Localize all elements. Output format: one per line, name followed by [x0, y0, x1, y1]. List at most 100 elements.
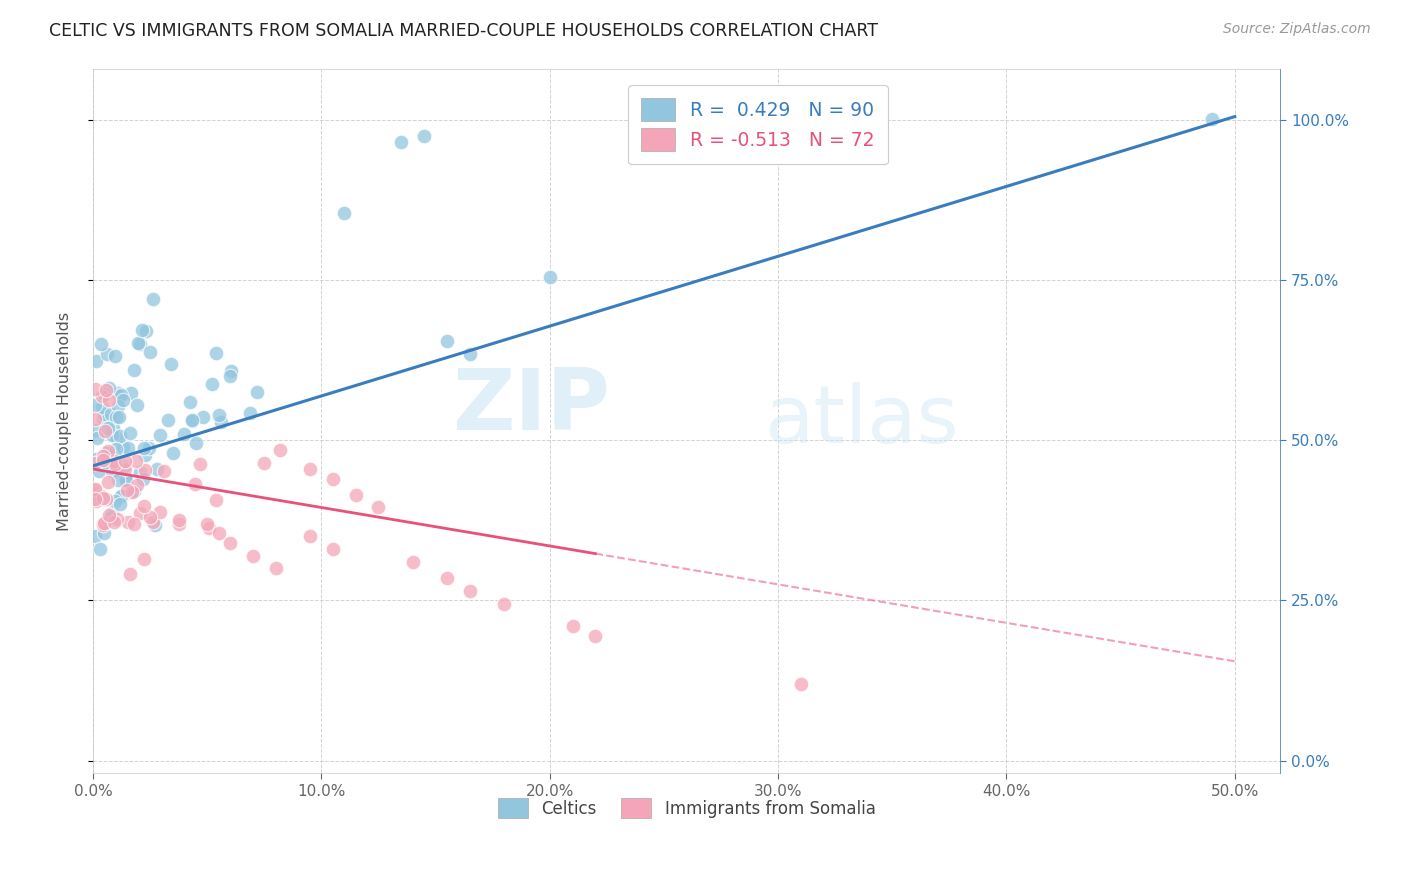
Point	[84, 529, 107, 543]
Point	[117, 515, 139, 529]
Point	[135, 324, 157, 338]
Text: ZIP: ZIP	[451, 366, 610, 449]
Point	[167, 517, 190, 532]
Point	[153, 464, 176, 478]
Point	[90, 489, 112, 503]
Point	[94, 424, 117, 438]
Point	[97, 421, 120, 435]
Point	[112, 440, 135, 454]
Point	[149, 505, 172, 519]
Point	[269, 442, 291, 457]
Point	[492, 597, 515, 611]
Point	[84, 354, 107, 368]
Point	[104, 442, 127, 456]
Point	[93, 407, 115, 421]
Point	[138, 441, 160, 455]
Point	[207, 408, 229, 422]
Point	[84, 486, 107, 500]
Point	[84, 483, 107, 497]
Point	[201, 376, 224, 391]
Point	[125, 398, 148, 412]
Point	[139, 345, 162, 359]
Point	[91, 518, 114, 533]
Point	[1201, 112, 1223, 126]
Point	[107, 385, 129, 400]
Point	[84, 486, 107, 500]
Point	[298, 462, 321, 476]
Point	[91, 389, 114, 403]
Point	[118, 425, 141, 440]
Point	[253, 456, 276, 470]
Point	[104, 493, 127, 508]
Point	[134, 463, 156, 477]
Point	[117, 441, 139, 455]
Point	[96, 455, 118, 469]
Point	[84, 491, 107, 506]
Point	[93, 526, 115, 541]
Point	[458, 347, 481, 361]
Point	[108, 409, 131, 424]
Point	[129, 507, 152, 521]
Point	[159, 357, 181, 371]
Point	[561, 619, 583, 633]
Point	[322, 542, 344, 557]
Point	[184, 477, 207, 491]
Point	[110, 489, 132, 503]
Point	[101, 421, 124, 435]
Point	[179, 394, 201, 409]
Point	[87, 464, 110, 478]
Point	[114, 454, 136, 468]
Point	[96, 383, 118, 397]
Text: atlas: atlas	[763, 382, 959, 460]
Point	[125, 478, 148, 492]
Point	[84, 382, 107, 396]
Point	[91, 453, 114, 467]
Point	[104, 457, 127, 471]
Y-axis label: Married-couple Households: Married-couple Households	[58, 311, 72, 531]
Point	[436, 334, 458, 348]
Point	[124, 363, 146, 377]
Text: Source: ZipAtlas.com: Source: ZipAtlas.com	[1223, 22, 1371, 37]
Point	[84, 490, 107, 504]
Point	[209, 415, 232, 429]
Point	[110, 497, 132, 511]
Point	[583, 629, 606, 643]
Legend: Celtics, Immigrants from Somalia: Celtics, Immigrants from Somalia	[491, 791, 883, 825]
Point	[107, 399, 129, 413]
Point	[219, 535, 242, 549]
Point	[180, 414, 202, 428]
Point	[129, 465, 152, 479]
Point	[173, 426, 195, 441]
Point	[103, 515, 125, 529]
Point	[101, 428, 124, 442]
Point	[108, 429, 131, 443]
Point	[124, 454, 146, 468]
Point	[112, 459, 135, 474]
Point	[180, 413, 202, 427]
Point	[108, 389, 131, 403]
Point	[790, 676, 813, 690]
Point	[104, 349, 127, 363]
Point	[97, 475, 120, 490]
Point	[84, 456, 107, 470]
Point	[298, 529, 321, 543]
Point	[97, 381, 120, 395]
Point	[84, 423, 107, 437]
Point	[127, 335, 149, 350]
Point	[219, 369, 242, 384]
Point	[122, 484, 145, 499]
Point	[118, 567, 141, 582]
Point	[120, 385, 142, 400]
Point	[436, 571, 458, 585]
Point	[105, 512, 128, 526]
Point	[197, 521, 219, 535]
Point	[114, 472, 136, 486]
Point	[142, 515, 165, 529]
Point	[96, 492, 118, 507]
Point	[84, 482, 107, 496]
Point	[115, 483, 138, 497]
Point	[110, 388, 132, 402]
Point	[101, 506, 124, 520]
Point	[114, 474, 136, 488]
Point	[89, 542, 111, 557]
